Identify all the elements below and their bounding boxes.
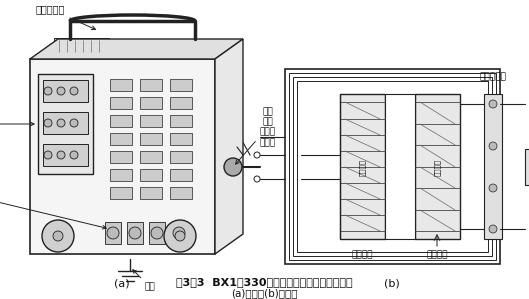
- Circle shape: [70, 151, 78, 159]
- Bar: [340, 94, 385, 239]
- Circle shape: [42, 220, 74, 252]
- Bar: [54, 38, 109, 54]
- Circle shape: [129, 227, 141, 239]
- Bar: [525, 149, 529, 185]
- Bar: [43, 144, 88, 166]
- Bar: [140, 169, 162, 181]
- Text: 调节
手柄
（细调
电流）: 调节 手柄 （细调 电流）: [235, 107, 276, 164]
- Bar: [170, 169, 192, 181]
- Circle shape: [57, 119, 65, 127]
- Circle shape: [53, 231, 63, 241]
- Bar: [140, 79, 162, 91]
- Circle shape: [151, 227, 163, 239]
- Circle shape: [44, 151, 52, 159]
- Text: (a): (a): [114, 279, 130, 289]
- Text: 次级线圈: 次级线圈: [426, 250, 448, 259]
- Circle shape: [57, 151, 65, 159]
- Text: 次级接线板: 次级接线板: [480, 72, 506, 81]
- Bar: [110, 169, 132, 181]
- Circle shape: [44, 87, 52, 95]
- Bar: [170, 187, 192, 199]
- Bar: [170, 133, 192, 145]
- Text: 图3－3  BX1－330型交流弧焊机的外形及原理图: 图3－3 BX1－330型交流弧焊机的外形及原理图: [176, 277, 352, 287]
- Bar: [110, 187, 132, 199]
- Circle shape: [489, 225, 497, 233]
- Bar: [38, 74, 93, 174]
- Circle shape: [489, 184, 497, 192]
- Bar: [110, 133, 132, 145]
- Circle shape: [489, 142, 497, 150]
- Bar: [170, 97, 192, 109]
- Bar: [127, 222, 143, 244]
- Bar: [170, 115, 192, 127]
- Bar: [171, 222, 187, 244]
- Polygon shape: [215, 39, 243, 254]
- Bar: [140, 97, 162, 109]
- Circle shape: [164, 220, 196, 252]
- Bar: [43, 112, 88, 134]
- Circle shape: [70, 119, 78, 127]
- Bar: [297, 81, 488, 252]
- Bar: [170, 151, 192, 163]
- Text: 电流指示盘: 电流指示盘: [35, 4, 95, 30]
- Circle shape: [254, 152, 260, 158]
- Circle shape: [70, 87, 78, 95]
- Bar: [285, 69, 500, 264]
- Bar: [140, 187, 162, 199]
- Bar: [30, 59, 215, 254]
- Bar: [385, 94, 415, 239]
- Circle shape: [224, 158, 242, 176]
- Circle shape: [254, 176, 260, 182]
- Text: 焊接电
源两极: 焊接电 源两极: [0, 189, 106, 229]
- Bar: [105, 222, 121, 244]
- Circle shape: [107, 227, 119, 239]
- Circle shape: [173, 227, 185, 239]
- Polygon shape: [30, 39, 243, 59]
- Bar: [293, 77, 492, 256]
- Bar: [170, 79, 192, 91]
- Bar: [43, 80, 88, 102]
- Text: (b): (b): [384, 279, 400, 289]
- Bar: [415, 94, 460, 239]
- Text: 固定磁芯: 固定磁芯: [434, 158, 440, 176]
- Bar: [149, 222, 165, 244]
- Text: 可动磁芯: 可动磁芯: [359, 158, 366, 176]
- Bar: [110, 115, 132, 127]
- Text: 线圈抽头
（粗调
电流）: 线圈抽头 （粗调 电流）: [0, 109, 34, 139]
- Text: (a)外形；(b)原理。: (a)外形；(b)原理。: [231, 288, 297, 298]
- Bar: [140, 151, 162, 163]
- Bar: [110, 79, 132, 91]
- Circle shape: [489, 100, 497, 108]
- Bar: [140, 115, 162, 127]
- Bar: [110, 97, 132, 109]
- Circle shape: [44, 119, 52, 127]
- Bar: [110, 151, 132, 163]
- Text: 接地: 接地: [133, 270, 156, 292]
- Bar: [140, 133, 162, 145]
- Circle shape: [57, 87, 65, 95]
- Circle shape: [175, 231, 185, 241]
- Text: 初级线圈: 初级线圈: [351, 250, 373, 259]
- Bar: [484, 94, 502, 239]
- Bar: [289, 73, 496, 260]
